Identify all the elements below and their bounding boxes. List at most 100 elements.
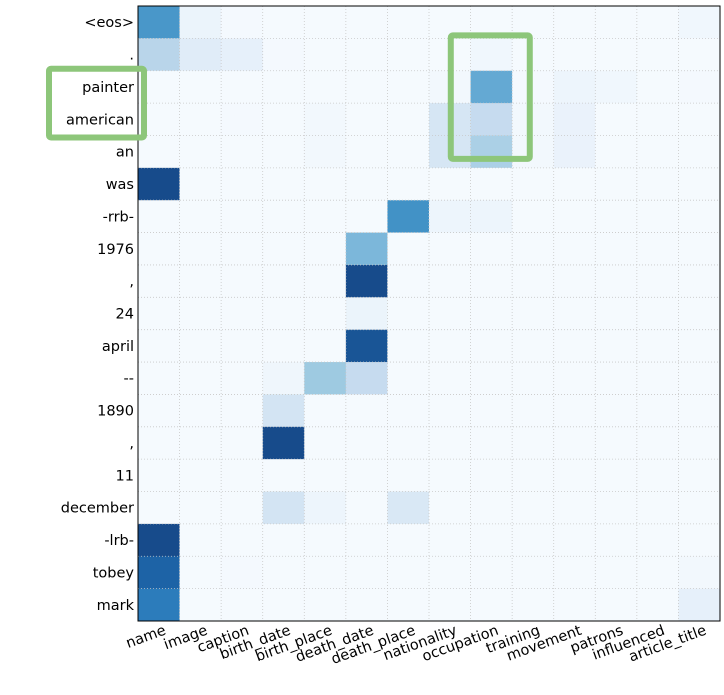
- heatmap-cell: [304, 135, 347, 169]
- heatmap-cell: [138, 426, 180, 460]
- heatmap-cell: [345, 297, 388, 331]
- heatmap-cell: [595, 491, 638, 525]
- heatmap-cell: [470, 459, 513, 492]
- heatmap-cell: [138, 329, 180, 363]
- heatmap-cell: [262, 232, 305, 266]
- heatmap-cell: [138, 523, 180, 557]
- heatmap-cell: [221, 6, 264, 39]
- heatmap-cell: [470, 264, 513, 298]
- heatmap-cell: [595, 103, 638, 136]
- heatmap-cell: [553, 167, 596, 201]
- heatmap-cell: [179, 297, 222, 331]
- heatmap-cell: [262, 200, 305, 233]
- heatmap-cell: [345, 459, 388, 492]
- heatmap-cell: [636, 362, 679, 395]
- heatmap-cell: [138, 459, 180, 492]
- heatmap-cell: [387, 394, 430, 428]
- heatmap-cell: [221, 103, 264, 136]
- heatmap-cell: [262, 70, 305, 104]
- row-tick-label: an: [116, 145, 134, 161]
- heatmap-cell: [221, 38, 264, 72]
- heatmap-cell: [345, 38, 388, 72]
- heatmap-cell: [595, 167, 638, 201]
- heatmap-cell: [345, 523, 388, 557]
- heatmap-cell: [512, 264, 555, 298]
- heatmap-cell: [636, 103, 679, 136]
- heatmap-cell: [179, 459, 222, 492]
- heatmap-cell: [387, 135, 430, 169]
- heatmap-cell: [221, 426, 264, 460]
- heatmap-cell: [138, 232, 180, 266]
- heatmap-cell: [595, 556, 638, 590]
- heatmap-cell: [345, 264, 388, 298]
- heatmap-cell: [470, 103, 513, 136]
- heatmap-cell: [387, 70, 430, 104]
- row-tick-label: was: [106, 177, 134, 193]
- row-tick-label: mark: [97, 598, 135, 614]
- heatmap-cell: [470, 426, 513, 460]
- heatmap-cell: [138, 491, 180, 525]
- heatmap-cell: [553, 38, 596, 72]
- heatmap-cell: [179, 167, 222, 201]
- heatmap-cell: [553, 556, 596, 590]
- heatmap-cell: [345, 103, 388, 136]
- heatmap-cell: [387, 362, 430, 395]
- row-tick-label: american: [66, 112, 134, 128]
- heatmap-cell: [429, 200, 471, 233]
- heatmap-cell: [678, 135, 721, 169]
- row-tick-label: ,: [129, 274, 134, 290]
- heatmap-cell: [179, 264, 222, 298]
- heatmap-cell: [387, 426, 430, 460]
- heatmap-cell: [636, 523, 679, 557]
- heatmap-cell: [179, 6, 222, 39]
- heatmap-cell: [512, 297, 555, 331]
- heatmap-cell: [678, 6, 721, 39]
- heatmap-cell: [221, 167, 264, 201]
- heatmap-cell: [345, 135, 388, 169]
- heatmap-cell: [221, 459, 264, 492]
- heatmap-cell: [512, 362, 555, 395]
- heatmap-cell: [595, 6, 638, 39]
- heatmap-cell: [304, 362, 347, 395]
- heatmap-cell: [138, 38, 180, 72]
- heatmap-cell: [262, 523, 305, 557]
- heatmap-cell: [636, 297, 679, 331]
- heatmap-cell: [553, 426, 596, 460]
- heatmap-cell: [429, 556, 471, 590]
- heatmap-cell: [345, 6, 388, 39]
- heatmap-cell: [345, 70, 388, 104]
- heatmap-cell: [345, 491, 388, 525]
- heatmap-cell: [138, 362, 180, 395]
- heatmap-cell: [387, 167, 430, 201]
- heatmap-cell: [345, 394, 388, 428]
- row-tick-label: painter: [82, 80, 134, 96]
- heatmap-cell: [512, 459, 555, 492]
- heatmap-cell: [595, 394, 638, 428]
- heatmap-cell: [470, 232, 513, 266]
- heatmap-cell: [512, 70, 555, 104]
- heatmap-cell: [262, 297, 305, 331]
- heatmap-cell: [304, 232, 347, 266]
- heatmap-cell: [470, 38, 513, 72]
- heatmap-cell: [429, 167, 471, 201]
- row-tick-label: --: [124, 371, 134, 387]
- heatmap-cell: [179, 232, 222, 266]
- heatmap-cell: [470, 297, 513, 331]
- heatmap-cell: [304, 6, 347, 39]
- heatmap-cell: [636, 459, 679, 492]
- heatmap-cell: [221, 588, 264, 622]
- row-tick-label: tobey: [93, 565, 135, 581]
- heatmap-cell: [179, 200, 222, 233]
- heatmap-cell: [678, 167, 721, 201]
- heatmap-cell: [678, 362, 721, 395]
- heatmap-cell: [262, 556, 305, 590]
- heatmap-cell: [678, 200, 721, 233]
- heatmap-cell: [304, 556, 347, 590]
- heatmap-cell: [304, 588, 347, 622]
- heatmap-cell: [179, 70, 222, 104]
- heatmap-cell: [179, 103, 222, 136]
- row-tick-label: 1890: [97, 404, 134, 420]
- heatmap-cell: [553, 6, 596, 39]
- heatmap-cell: [636, 38, 679, 72]
- heatmap-cell: [512, 135, 555, 169]
